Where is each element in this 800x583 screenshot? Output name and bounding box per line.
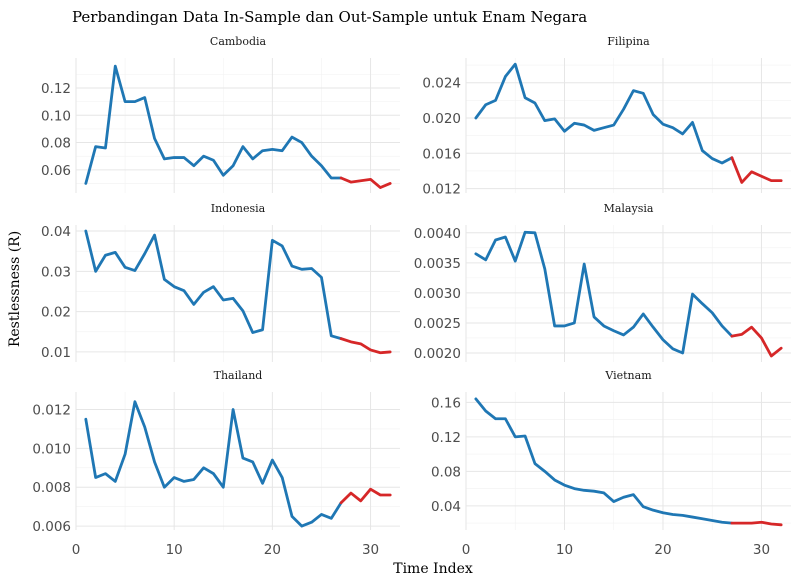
x-tick-label: 30 [753,542,770,558]
x-axis-title: Time Index [393,561,473,577]
y-tick-label: 0.16 [431,395,461,411]
series-line-out-sample-vietnam [730,520,783,527]
y-tick-label: 0.008 [32,480,71,496]
series-line-out-sample-cambodia [339,176,392,189]
series-line-in-sample-filipina [474,62,734,165]
panel-label-thailand: Thailand [214,369,263,382]
panel-label-vietnam: Vietnam [604,369,652,382]
y-tick-label: 0.012 [422,182,461,198]
series-line-in-sample-malaysia [474,230,734,355]
y-tick-label: 0.0025 [414,316,461,332]
panel-label-cambodia: Cambodia [210,35,267,48]
x-tick-label: 20 [264,542,281,558]
x-tick-label: 20 [654,542,671,558]
x-tick-label: 10 [166,542,183,558]
y-tick-label: 0.006 [32,519,71,535]
panel-indonesia: Indonesia 0.01 0.02 0.03 0.04 [41,202,400,362]
y-tick-label: 0.024 [422,76,461,92]
y-tick-label: 0.0030 [414,286,461,302]
x-tick-label: 30 [362,542,379,558]
series-line-in-sample-thailand [84,400,343,528]
y-tick-label: 0.01 [41,345,71,361]
panel-label-filipina: Filipina [607,35,650,48]
y-tick-label: 0.12 [431,430,461,446]
chart-title: Perbandingan Data In-Sample dan Out-Samp… [72,8,587,26]
panel-thailand: Thailand 0.006 0.008 0.010 0.012 0 10 20 30 [32,369,400,558]
y-tick-label: 0.08 [41,136,71,152]
y-tick-label: 0.04 [431,499,461,515]
panels-group: Cambodia 0.06 0.08 0.10 0.12 Filipina 0.012 0.0… [32,35,791,558]
series-line-in-sample-cambodia [84,64,343,185]
panel-label-indonesia: Indonesia [211,202,266,215]
panel-vietnam: Vietnam 0.04 0.08 0.12 0.16 0 10 20 30 [431,369,791,558]
y-tick-label: 0.12 [41,81,71,97]
y-tick-label: 0.02 [41,305,71,321]
y-tick-label: 0.016 [422,146,461,162]
y-tick-label: 0.020 [422,111,461,127]
panel-malaysia: Malaysia 0.0020 0.0025 0.0030 0.0035 0.0040 [414,202,791,362]
y-tick-label: 0.04 [41,224,71,240]
y-tick-label: 0.0035 [414,256,461,272]
panel-cambodia: Cambodia 0.06 0.08 0.10 0.12 [41,35,400,193]
y-tick-label: 0.0020 [414,346,461,362]
series-line-out-sample-filipina [730,156,783,184]
series-line-out-sample-malaysia [730,325,783,358]
x-tick-label: 0 [462,542,471,558]
y-tick-label: 0.06 [41,163,71,179]
panel-filipina: Filipina 0.012 0.016 0.020 0.024 [422,35,791,198]
series-line-out-sample-thailand [339,487,392,505]
y-axis-title: Restlessness (R) [7,231,23,347]
panel-label-malaysia: Malaysia [604,202,654,215]
x-tick-label: 10 [556,542,573,558]
y-tick-label: 0.10 [41,108,71,124]
y-tick-label: 0.08 [431,464,461,480]
y-tick-label: 0.010 [32,441,71,457]
series-line-in-sample-vietnam [474,397,734,525]
y-tick-label: 0.012 [32,402,71,418]
series-line-out-sample-indonesia [339,337,392,355]
y-tick-label: 0.03 [41,264,71,280]
y-tick-label: 0.0040 [414,226,461,242]
x-tick-label: 0 [72,542,81,558]
series-line-in-sample-indonesia [84,229,343,341]
